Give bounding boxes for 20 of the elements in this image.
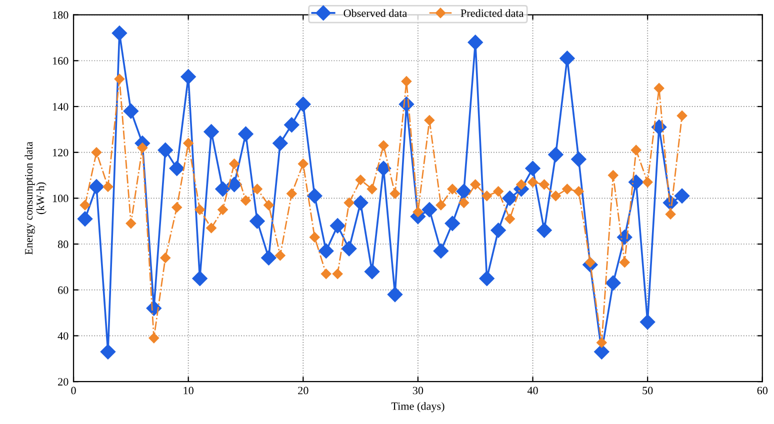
x-tick-label: 10	[184, 386, 194, 394]
y-tick-label: 20	[58, 378, 68, 386]
y-tick-label: 80	[58, 240, 68, 248]
legend-label: Predicted data	[460, 9, 524, 17]
y-tick-label: 60	[58, 286, 68, 294]
y-axis-title: Energy consumption data (kW·h)	[24, 142, 46, 255]
x-tick-label: 0	[71, 386, 76, 394]
x-tick-label: 60	[757, 386, 768, 394]
y-tick-label: 160	[52, 57, 68, 65]
y-tick-label: 120	[52, 148, 68, 156]
y-tick-label: 140	[52, 102, 68, 110]
x-tick-label: 20	[298, 386, 308, 394]
y-tick-label: 40	[58, 332, 68, 340]
x-tick-label: 30	[412, 386, 424, 394]
legend-label: Observed data	[344, 9, 408, 17]
y-tick-label: 180	[52, 11, 68, 19]
x-tick-label: 50	[642, 386, 653, 394]
x-tick-label: 40	[527, 386, 538, 394]
y-tick-label: 100	[52, 194, 68, 202]
x-axis-title: Time (days)	[391, 402, 444, 412]
